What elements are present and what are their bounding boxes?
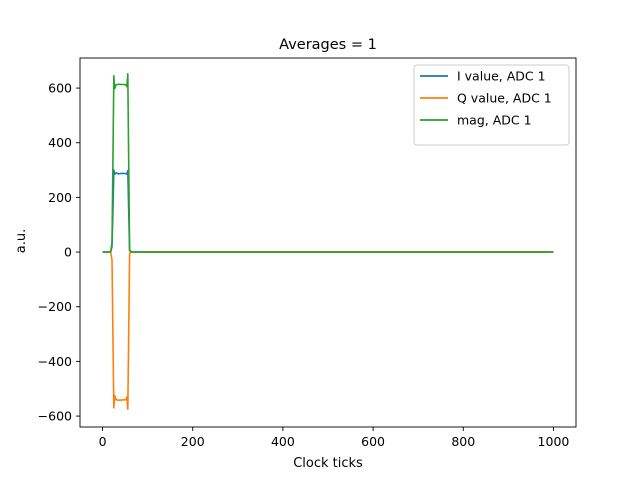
legend: I value, ADC 1 Q value, ADC 1 mag, ADC 1 [413,64,570,146]
y-tick-label: 0 [64,245,72,260]
series-line-3 [102,73,554,253]
x-tick-label: 200 [181,434,205,449]
x-axis-label: Clock ticks [293,456,363,471]
y-tick-label: 200 [48,190,72,205]
x-tick-label: 600 [361,434,385,449]
y-axis-label: a.u. [14,229,29,253]
axes-layer: 0 200 400 600 800 1000 −600 −400 −200 0 200 400 600 [38,57,577,449]
plot-frame [79,57,577,428]
x-tick-label: 800 [451,434,475,449]
legend-label: mag, ADC 1 [457,113,532,128]
legend-box [413,64,570,146]
y-tick-label: 400 [48,135,72,150]
x-tick-label: 1000 [538,434,570,449]
legend-label: I value, ADC 1 [457,69,546,84]
chart-title: Averages = 1 [279,37,377,53]
x-tick-label: 0 [99,434,107,449]
y-tick-label: −600 [38,409,72,424]
series-layer [102,73,554,411]
y-tick-label: −400 [38,354,72,369]
y-tick-label: 600 [48,81,72,96]
legend-label: Q value, ADC 1 [457,91,552,106]
x-tick-label: 400 [271,434,295,449]
y-tick-label: −200 [38,299,72,314]
